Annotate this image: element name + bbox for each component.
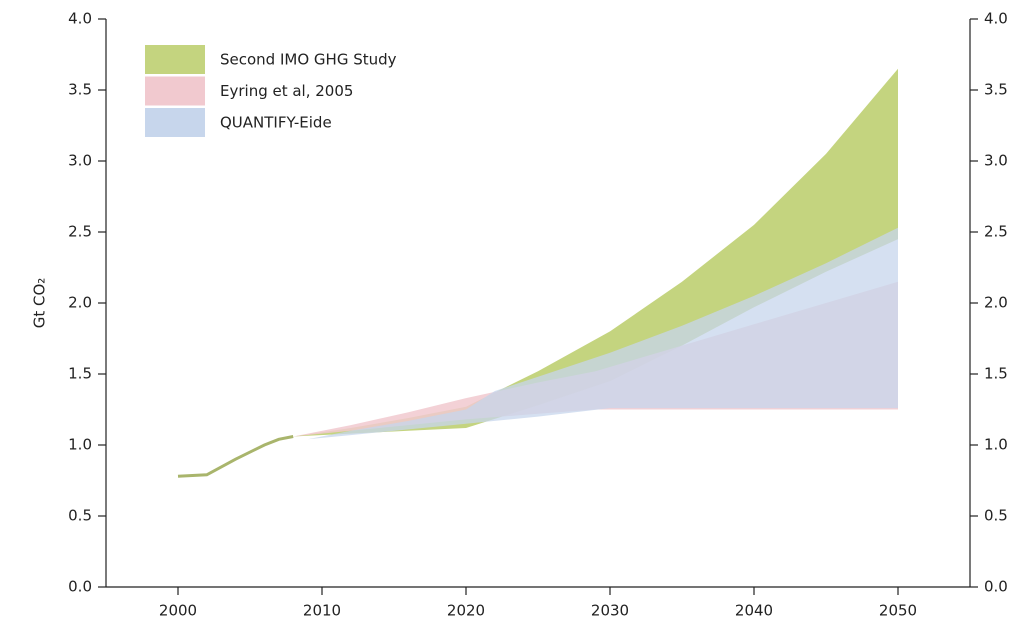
- y-tick-label: 2.0: [68, 294, 92, 312]
- y2-tick-label: 0.0: [984, 578, 1008, 596]
- legend-label: Eyring et al, 2005: [220, 82, 353, 100]
- y2-tick-label: 1.5: [984, 365, 1008, 383]
- legend-swatch: [145, 108, 205, 137]
- y2-tick-label: 3.5: [984, 81, 1008, 99]
- y2-tick-label: 4.0: [984, 10, 1008, 28]
- y-tick-label: 3.0: [68, 152, 92, 170]
- y-tick-label: 3.5: [68, 81, 92, 99]
- y2-tick-label: 2.0: [984, 294, 1008, 312]
- x-tick-label: 2000: [159, 602, 197, 620]
- y-tick-label: 2.5: [68, 223, 92, 241]
- x-tick-label: 2040: [735, 602, 773, 620]
- y2-tick-label: 3.0: [984, 152, 1008, 170]
- history-line: [177, 435, 294, 478]
- y-tick-label: 0.5: [68, 507, 92, 525]
- y-tick-label: 0.0: [68, 578, 92, 596]
- x-tick-label: 2050: [879, 602, 917, 620]
- legend-label: QUANTIFY-Eide: [220, 114, 332, 132]
- x-tick-label: 2030: [591, 602, 629, 620]
- x-tick-label: 2010: [303, 602, 341, 620]
- y2-tick-label: 2.5: [984, 223, 1008, 241]
- y-tick-label: 1.0: [68, 436, 92, 454]
- x-tick-label: 2020: [447, 602, 485, 620]
- y2-tick-label: 0.5: [984, 507, 1008, 525]
- band-area: [307, 227, 899, 440]
- y-axis-label: Gt CO₂: [31, 278, 49, 329]
- legend-swatch: [145, 76, 205, 106]
- y-tick-label: 4.0: [68, 10, 92, 28]
- legend-swatch: [145, 45, 205, 74]
- legend-label: Second IMO GHG Study: [220, 51, 397, 69]
- y-tick-label: 1.5: [68, 365, 92, 383]
- y2-tick-label: 1.0: [984, 436, 1008, 454]
